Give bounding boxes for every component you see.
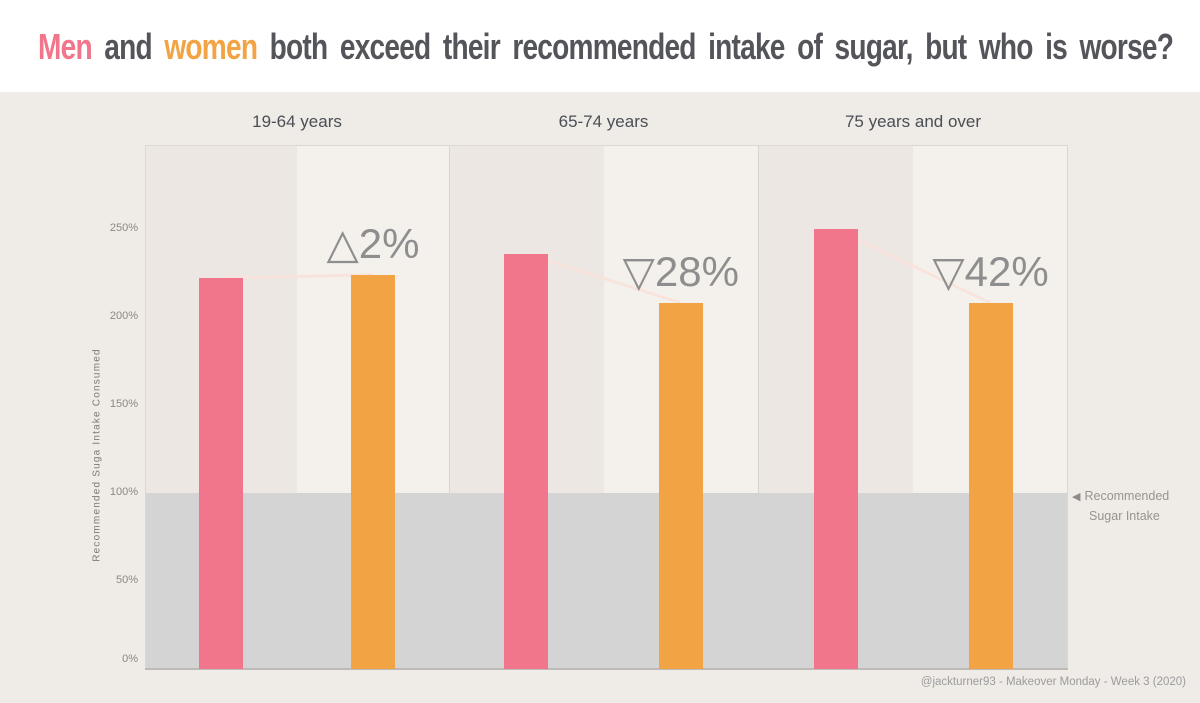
- panel-65-74-years: ▽28%: [449, 145, 758, 669]
- panel-19-64-years: △2%: [145, 145, 449, 669]
- bar-women[interactable]: [968, 302, 1013, 669]
- y-tick-label: 200%: [109, 310, 138, 322]
- bar-women[interactable]: [658, 302, 703, 669]
- reference-annotation: ◀ Recommended Sugar Intake: [1072, 487, 1194, 526]
- title-and-word: and: [91, 26, 165, 67]
- connector-line: [525, 252, 682, 305]
- panel-75-years-and-over: ▽42%: [758, 145, 1068, 669]
- page-title: Men and women both exceed their recommen…: [38, 26, 1174, 68]
- panel-divider: [758, 145, 759, 669]
- connector-line: [834, 227, 992, 305]
- bar-women[interactable]: [351, 274, 395, 669]
- recommended-band: [145, 493, 1068, 669]
- reference-label-line1: Recommended: [1084, 489, 1170, 503]
- panel-divider: [449, 145, 450, 669]
- delta-annotation: ▽42%: [932, 247, 1049, 295]
- title-rest: both exceed their recommended intake of …: [257, 26, 1174, 67]
- title-men-word: Men: [38, 26, 93, 67]
- bar-men[interactable]: [199, 278, 243, 669]
- y-tick-label: 100%: [109, 486, 138, 498]
- left-triangle-icon: ◀: [1072, 491, 1081, 503]
- title-women-word: women: [164, 26, 258, 67]
- delta-annotation: △2%: [326, 219, 420, 267]
- y-tick-label: 50%: [115, 574, 138, 586]
- y-axis-title: Recommended Suga Intake Consumed: [91, 348, 103, 562]
- y-tick-label: 150%: [109, 398, 138, 410]
- x-axis-line: [145, 668, 1068, 670]
- panel-header: 19-64 years: [252, 112, 342, 131]
- panel-header: 65-74 years: [558, 112, 649, 131]
- delta-annotation: ▽28%: [622, 247, 739, 295]
- bar-men[interactable]: [813, 229, 858, 669]
- credit-text: @jackturner93 - Makeover Monday - Week 3…: [920, 676, 1186, 688]
- y-tick-label: 0%: [122, 653, 138, 665]
- panel-header: 75 years and over: [844, 112, 982, 131]
- connector-line: [220, 273, 374, 280]
- title-bar: Men and women both exceed their recommen…: [0, 0, 1200, 92]
- reference-label-line2: Sugar Intake: [1089, 509, 1160, 523]
- bar-men[interactable]: [504, 253, 549, 669]
- y-tick-label: 250%: [109, 222, 138, 234]
